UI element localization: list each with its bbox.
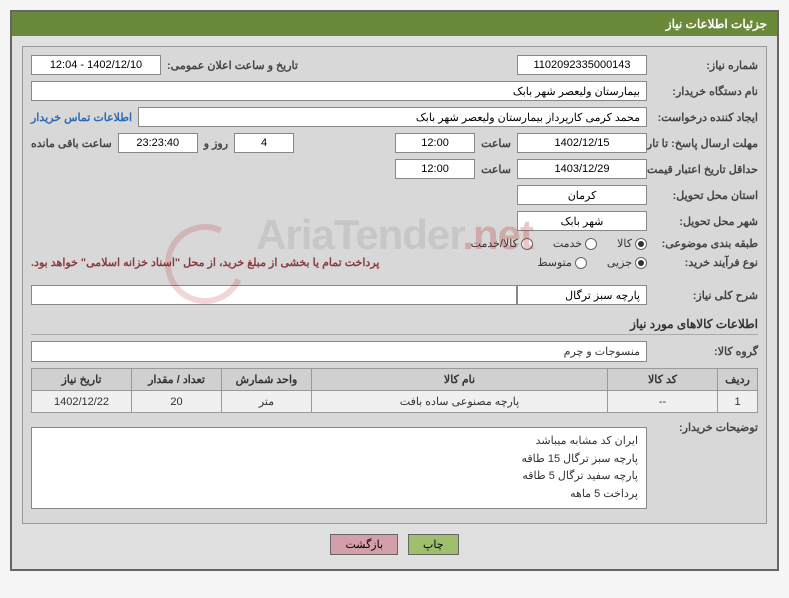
radio-icon: [575, 257, 587, 269]
city-field: شهر بابک: [517, 211, 647, 231]
category-label: طبقه بندی موضوعی:: [653, 237, 758, 250]
process-radio-group: جزیی متوسط: [537, 256, 647, 269]
td-name: پارچه مصنوعی ساده بافت: [312, 391, 608, 413]
items-section-title: اطلاعات کالاهای مورد نیاز: [31, 317, 758, 335]
group-label: گروه کالا:: [653, 345, 758, 358]
row-province: استان محل تحویل: کرمان: [31, 185, 758, 205]
requester-label: ایجاد کننده درخواست:: [653, 111, 758, 124]
buyer-org-field: بیمارستان ولیعصر شهر بابک: [31, 81, 647, 101]
row-validity: حداقل تاریخ اعتبار قیمت: تا تاریخ: 1403/…: [31, 159, 758, 179]
radio-icon: [585, 238, 597, 250]
city-label: شهر محل تحویل:: [653, 215, 758, 228]
buyer-org-label: نام دستگاه خریدار:: [653, 85, 758, 98]
payment-note: پرداخت تمام یا بخشی از مبلغ خرید، از محل…: [31, 256, 379, 269]
th-code: کد کالا: [608, 369, 718, 391]
th-row: ردیف: [718, 369, 758, 391]
td-code: --: [608, 391, 718, 413]
radio-icon: [635, 257, 647, 269]
note-line: ایران کد مشابه میباشد: [40, 433, 638, 451]
process-radio-medium[interactable]: متوسط: [537, 256, 587, 269]
radio-icon: [521, 238, 533, 250]
province-label: استان محل تحویل:: [653, 189, 758, 202]
row-description: شرح کلی نیاز: پارچه سبز ترگال: [31, 285, 758, 305]
requester-field: محمد کرمی کارپرداز بیمارستان ولیعصر شهر …: [138, 107, 647, 127]
need-number-label: شماره نیاز:: [653, 59, 758, 72]
note-line: پرداخت 5 ماهه: [40, 486, 638, 504]
row-need-number: شماره نیاز: 1102092335000143 تاریخ و ساع…: [31, 55, 758, 75]
th-name: نام کالا: [312, 369, 608, 391]
td-row: 1: [718, 391, 758, 413]
category-radio-service[interactable]: خدمت: [553, 237, 597, 250]
days-remaining-field: 4: [234, 133, 294, 153]
panel-header: جزئیات اطلاعات نیاز: [12, 12, 777, 36]
row-process: نوع فرآیند خرید: جزیی متوسط پرداخت تمام …: [31, 256, 758, 269]
validity-time-field: 12:00: [395, 159, 475, 179]
remain-label: ساعت باقی مانده: [31, 137, 112, 150]
category-radio-group: کالا خدمت کالا/خدمت: [471, 237, 647, 250]
countdown-field: 23:23:40: [118, 133, 198, 153]
form-area: شماره نیاز: 1102092335000143 تاریخ و ساع…: [22, 46, 767, 524]
row-requester: ایجاد کننده درخواست: محمد کرمی کارپرداز …: [31, 107, 758, 127]
need-number-field: 1102092335000143: [517, 55, 647, 75]
desc-short-field: پارچه سبز ترگال: [517, 285, 647, 305]
group-field: منسوجات و چرم: [31, 341, 647, 362]
validity-label: حداقل تاریخ اعتبار قیمت: تا تاریخ:: [653, 163, 758, 176]
validity-date-field: 1403/12/29: [517, 159, 647, 179]
button-row: چاپ بازگشت: [22, 524, 767, 559]
process-radio-small[interactable]: جزیی: [607, 256, 647, 269]
validity-time-label: ساعت: [481, 163, 511, 176]
th-qty: تعداد / مقدار: [132, 369, 222, 391]
buyer-notes-label: توضیحات خریدار:: [653, 421, 758, 434]
buyer-notes-box: ایران کد مشابه میباشد پارچه سبز ترگال 15…: [31, 427, 647, 509]
contact-buyer-link[interactable]: اطلاعات تماس خریدار: [31, 111, 132, 124]
table-header-row: ردیف کد کالا نام کالا واحد شمارش تعداد /…: [32, 369, 758, 391]
note-line: پارچه سبز ترگال 15 طاقه: [40, 451, 638, 469]
row-buyer-notes: توضیحات خریدار: ایران کد مشابه میباشد پا…: [31, 421, 758, 509]
deadline-date-field: 1402/12/15: [517, 133, 647, 153]
radio-icon: [635, 238, 647, 250]
process-label: نوع فرآیند خرید:: [653, 256, 758, 269]
content-area: شماره نیاز: 1102092335000143 تاریخ و ساع…: [12, 36, 777, 569]
note-line: پارچه سفید ترگال 5 طاقه: [40, 468, 638, 486]
announce-field: 1402/12/10 - 12:04: [31, 55, 161, 75]
deadline-time-label: ساعت: [481, 137, 511, 150]
deadline-time-field: 12:00: [395, 133, 475, 153]
desc-long-field: [31, 285, 517, 305]
province-field: کرمان: [517, 185, 647, 205]
td-qty: 20: [132, 391, 222, 413]
back-button[interactable]: بازگشت: [330, 534, 398, 555]
category-radio-both[interactable]: کالا/خدمت: [471, 237, 533, 250]
category-radio-goods[interactable]: کالا: [617, 237, 647, 250]
row-deadline: مهلت ارسال پاسخ: تا تاریخ: 1402/12/15 سا…: [31, 133, 758, 153]
table-row: 1 -- پارچه مصنوعی ساده بافت متر 20 1402/…: [32, 391, 758, 413]
items-table: ردیف کد کالا نام کالا واحد شمارش تعداد /…: [31, 368, 758, 413]
panel-title: جزئیات اطلاعات نیاز: [666, 17, 767, 31]
print-button[interactable]: چاپ: [408, 534, 459, 555]
td-unit: متر: [222, 391, 312, 413]
th-unit: واحد شمارش: [222, 369, 312, 391]
row-buyer-org: نام دستگاه خریدار: بیمارستان ولیعصر شهر …: [31, 81, 758, 101]
row-group: گروه کالا: منسوجات و چرم: [31, 341, 758, 362]
row-city: شهر محل تحویل: شهر بابک: [31, 211, 758, 231]
announce-label: تاریخ و ساعت اعلان عمومی:: [167, 59, 298, 72]
row-category: طبقه بندی موضوعی: کالا خدمت کالا/خدمت: [31, 237, 758, 250]
th-date: تاریخ نیاز: [32, 369, 132, 391]
td-date: 1402/12/22: [32, 391, 132, 413]
main-container: جزئیات اطلاعات نیاز AriaTender.net شماره…: [10, 10, 779, 571]
desc-label: شرح کلی نیاز:: [653, 289, 758, 302]
deadline-label: مهلت ارسال پاسخ: تا تاریخ:: [653, 137, 758, 150]
days-label: روز و: [204, 137, 228, 150]
